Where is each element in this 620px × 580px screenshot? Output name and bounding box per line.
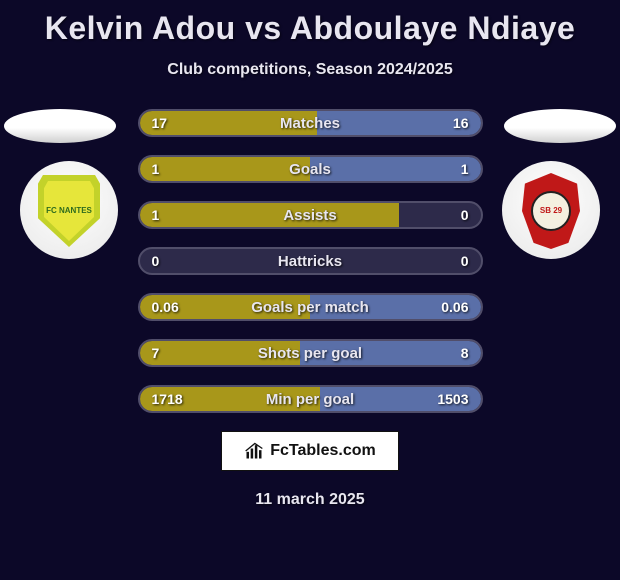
stat-row: 0.060.06Goals per match	[138, 293, 483, 321]
stat-row: 17181503Min per goal	[138, 385, 483, 413]
stat-label: Goals per match	[140, 295, 481, 319]
stat-row: 1716Matches	[138, 109, 483, 137]
stat-row: 78Shots per goal	[138, 339, 483, 367]
stat-row: 11Goals	[138, 155, 483, 183]
date-text: 11 march 2025	[0, 491, 620, 509]
team-crest-right: SB 29	[502, 161, 600, 259]
stat-label: Min per goal	[140, 387, 481, 411]
stat-label: Assists	[140, 203, 481, 227]
stat-rows: 1716Matches 11Goals 10Assists 00Hattricks 0.…	[138, 109, 483, 413]
stat-label: Matches	[140, 111, 481, 135]
player-ellipse-left	[4, 109, 116, 143]
chart-icon	[244, 441, 264, 461]
stat-label: Goals	[140, 157, 481, 181]
comparison-area: FC NANTES SB 29 1716Matches 11Goals 10Assi…	[0, 109, 620, 413]
stat-row: 10Assists	[138, 201, 483, 229]
team-crest-left: FC NANTES	[20, 161, 118, 259]
brand-text: FcTables.com	[270, 442, 376, 460]
brand-badge: FcTables.com	[221, 431, 399, 471]
subtitle: Club competitions, Season 2024/2025	[0, 61, 620, 79]
stat-label: Shots per goal	[140, 341, 481, 365]
stat-label: Hattricks	[140, 249, 481, 273]
stat-row: 00Hattricks	[138, 247, 483, 275]
player-ellipse-right	[504, 109, 616, 143]
page-title: Kelvin Adou vs Abdoulaye Ndiaye	[0, 0, 620, 47]
